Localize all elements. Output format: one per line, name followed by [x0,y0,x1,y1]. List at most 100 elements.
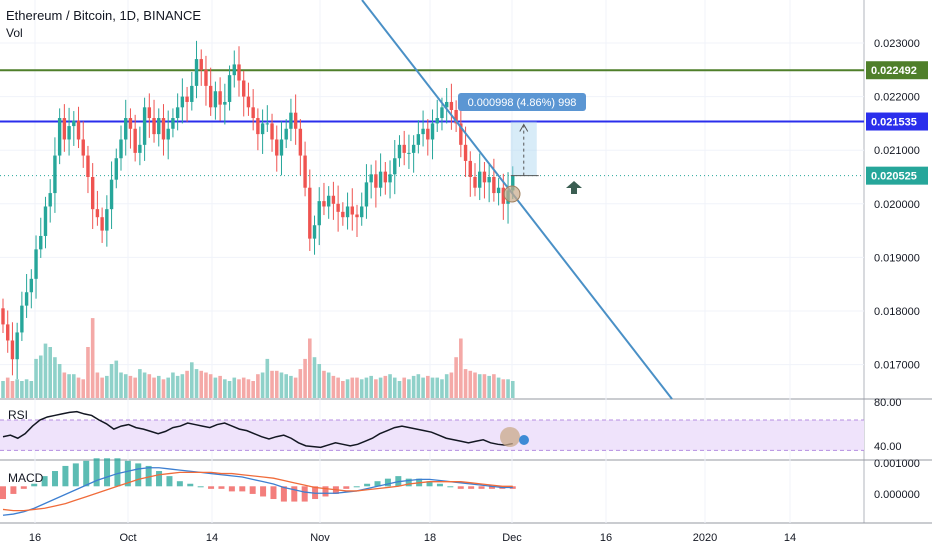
candle-body [496,187,501,194]
volume-bar [213,377,218,398]
volume-bar [482,374,487,398]
drawings[interactable]: 0.000998 (4.86%) 998 [361,0,673,400]
candle-body [501,187,506,204]
macd-pane: 0.001000 0.000000 [0,458,920,516]
volume-bar [440,379,444,398]
volume-bar [463,369,468,398]
candle-body [128,118,133,129]
candle-body [53,155,57,194]
candle-body [232,64,236,76]
volume-bar [100,377,104,398]
volume-bar [468,370,473,398]
time-tick-label: 14 [206,532,218,544]
candle-body [416,134,421,145]
volume-bar [156,375,161,398]
volume-bar [227,381,232,398]
volume-bar [426,375,430,398]
price-label-text: 0.020525 [871,171,917,183]
volume-bar [232,377,237,398]
volume-bar [81,379,86,398]
candle-body [142,107,147,145]
rsi-line [2,410,513,449]
volume-bar [421,377,425,398]
macd-histogram-bar [374,481,381,487]
price-tick-label: 0.019000 [874,252,920,264]
price-tick-label: 0.023000 [874,38,920,50]
candle-body [378,171,383,188]
candle-body [407,152,411,154]
macd-histogram-bar [488,486,495,489]
volume-bar [138,369,142,398]
volume-bar [185,370,189,398]
candle-body [459,123,463,145]
volume-bar [298,369,303,398]
macd-histogram-bar [72,463,79,487]
volume-bar [378,377,383,398]
volume-bar [322,370,326,398]
volume-bar [477,374,482,398]
candle-body [279,139,284,156]
volume-bar [449,372,454,398]
volume-bar [119,372,123,398]
candle-body [369,174,373,183]
volume-bar [237,379,241,398]
candle-body [350,206,354,215]
candle-body [430,123,435,140]
volume-bar [416,374,421,398]
volume-bar [114,360,119,398]
volume-bar [53,357,57,398]
price-tick-label: 0.022000 [874,92,920,104]
candle-body [303,155,307,188]
candle-body [10,340,15,360]
candle-body [421,128,425,135]
macd-histogram-bar [208,486,215,489]
volume-bar [251,381,255,398]
volume-bar [15,379,19,398]
candle-body [444,101,449,108]
macd-histogram-bar [384,478,391,487]
rsi-check-icon [519,435,529,445]
candle-body [341,211,345,218]
candle-body [199,59,203,70]
candle-body [20,305,24,333]
volume-bar [392,377,397,398]
candle-body [180,96,185,108]
candle-body [293,112,298,129]
volume-bar [345,379,350,398]
candle-body [426,128,430,140]
volume-bar [341,381,345,398]
price-label-text: 0.022492 [871,65,917,77]
volume-bar [284,374,288,398]
volume-bar [194,369,199,398]
volume-bar [496,377,501,398]
candle-body [81,139,85,156]
breakout-marker [503,185,521,203]
candle-body [34,249,38,279]
volume-bar [57,364,62,398]
volume-bar [123,374,128,398]
volume-bar [402,377,406,398]
volume-bar [388,374,392,398]
candle-body [124,118,128,140]
volume-bar [270,370,274,398]
volume-bar [326,372,331,398]
volume-bar [166,377,170,398]
candle-body [473,177,477,188]
macd-histogram-bar [10,486,17,494]
measure-arrow-head [519,123,529,132]
volume-bar [72,374,76,398]
macd-label: MACD [8,471,44,485]
macd-histogram-bar [478,486,485,489]
volume-bar [223,379,227,398]
candle-body [284,128,288,140]
candle-body [360,206,364,218]
macd-histogram-bar [468,486,475,489]
macd-histogram-bar [322,486,329,497]
time-tick-label: Oct [119,532,136,544]
macd-histogram-bar [260,486,267,497]
rsi-band [0,420,864,451]
candle-body [109,179,114,210]
chart-title: Ethereum / Bitcoin, 1D, BINANCE [6,8,202,23]
